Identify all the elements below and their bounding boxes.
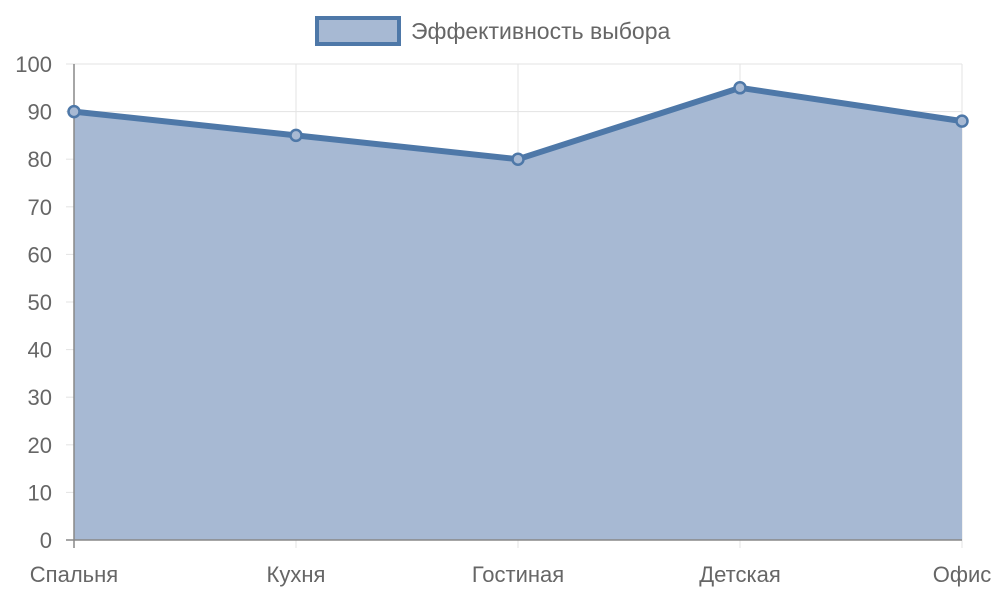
legend-swatch xyxy=(315,16,401,46)
x-tick-label: Спальня xyxy=(30,562,118,587)
y-tick-label: 80 xyxy=(28,147,52,172)
axes xyxy=(66,64,962,548)
data-point[interactable] xyxy=(733,81,747,95)
y-axis-labels: 0 10 20 30 40 50 60 70 80 90 100 xyxy=(15,52,52,553)
x-tick-label: Кухня xyxy=(267,562,326,587)
x-tick-label: Детская xyxy=(699,562,781,587)
x-axis-labels: Спальня Кухня Гостиная Детская Офис xyxy=(30,562,991,587)
y-tick-label: 40 xyxy=(28,338,52,363)
y-tick-label: 0 xyxy=(40,528,52,553)
data-point[interactable] xyxy=(511,152,525,166)
y-tick-label: 30 xyxy=(28,385,52,410)
legend[interactable]: Эффективность выбора xyxy=(315,16,670,46)
y-tick-label: 100 xyxy=(15,52,52,77)
y-tick-label: 70 xyxy=(28,195,52,220)
y-tick-label: 50 xyxy=(28,290,52,315)
data-point[interactable] xyxy=(955,114,969,128)
y-tick-label: 20 xyxy=(28,433,52,458)
legend-label: Эффективность выбора xyxy=(411,18,670,44)
data-point[interactable] xyxy=(67,104,81,119)
series-area-fill xyxy=(74,87,962,541)
data-point[interactable] xyxy=(289,128,303,143)
y-tick-label: 90 xyxy=(28,100,52,125)
x-tick-label: Гостиная xyxy=(472,562,564,587)
points-layer xyxy=(67,81,969,166)
x-tick-label: Офис xyxy=(933,562,992,587)
y-tick-label: 60 xyxy=(28,242,52,267)
y-tick-label: 10 xyxy=(28,480,52,505)
